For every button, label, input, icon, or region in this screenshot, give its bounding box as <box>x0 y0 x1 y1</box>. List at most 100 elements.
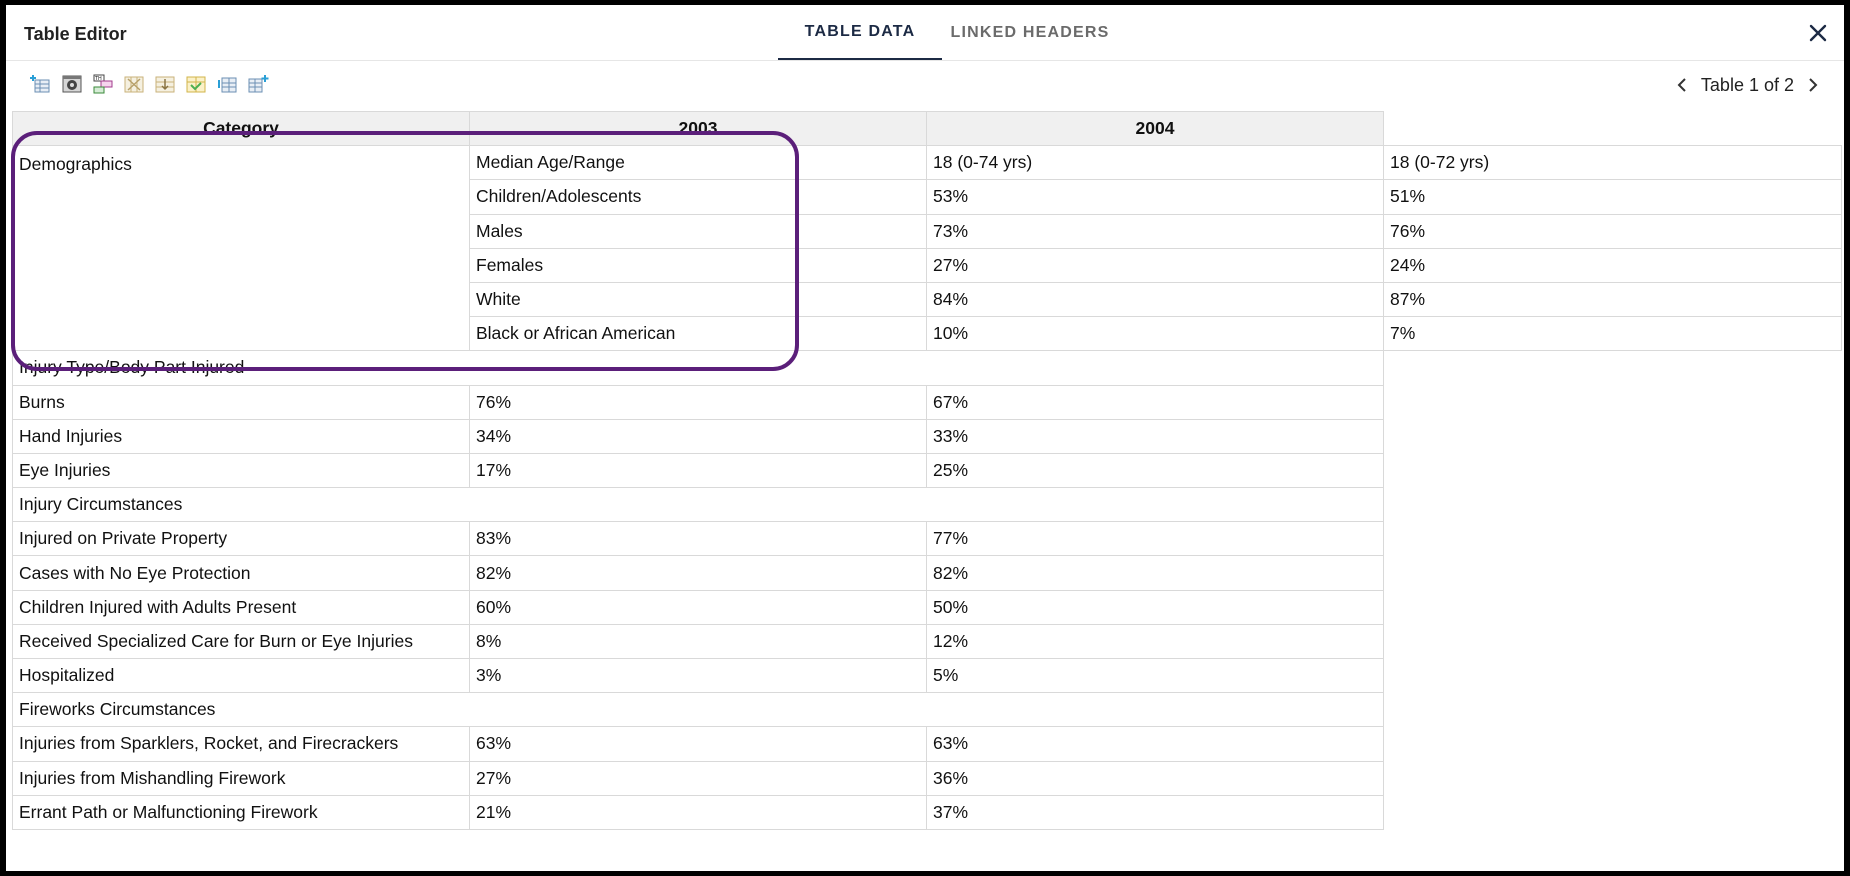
table-row: Injured on Private Property 83% 77% <box>12 521 1842 557</box>
empty-cell <box>1384 624 1842 658</box>
table-pager: Table 1 of 2 <box>1675 72 1820 98</box>
empty-cell <box>1384 488 1842 522</box>
table-row: Children Injured with Adults Present 60%… <box>12 589 1842 625</box>
value-cell[interactable]: 17% <box>469 452 927 489</box>
empty-cell <box>1384 522 1842 556</box>
value-cell[interactable]: 36% <box>926 760 1384 796</box>
empty-cell <box>1384 761 1842 795</box>
delete-column-button[interactable] <box>121 71 147 97</box>
insert-row-above-icon <box>30 75 50 93</box>
insert-row-above-button[interactable] <box>28 71 54 97</box>
dialog-title: Table Editor <box>24 24 127 44</box>
table-row: Hospitalized 3% 5% <box>12 657 1842 694</box>
subcategory-cell[interactable]: Black or African American <box>469 316 927 352</box>
value-cell[interactable]: 50% <box>926 589 1384 625</box>
value-cell[interactable]: 60% <box>469 589 927 625</box>
value-cell[interactable]: 83% <box>469 521 927 557</box>
table-settings-icon <box>62 75 82 93</box>
split-cells-button[interactable] <box>183 71 209 97</box>
value-cell[interactable]: 37% <box>926 794 1384 830</box>
chevron-left-icon <box>1677 78 1686 92</box>
value-cell[interactable]: 82% <box>926 555 1384 591</box>
table-row: Eye Injuries 17% 25% <box>12 452 1842 489</box>
value-cell[interactable]: 18 (0-74 yrs) <box>926 145 1384 181</box>
value-cell[interactable]: 5% <box>926 657 1384 694</box>
row-label-cell[interactable]: Injured on Private Property <box>12 521 470 557</box>
value-cell[interactable]: 33% <box>926 418 1384 454</box>
header-cell-category[interactable]: Category <box>12 110 470 147</box>
merge-rows-icon <box>155 76 175 93</box>
table-settings-button[interactable] <box>59 71 85 97</box>
subcategory-cell[interactable]: Females <box>469 247 927 283</box>
value-cell[interactable]: 7% <box>1383 316 1842 352</box>
value-cell[interactable]: 87% <box>1383 281 1842 318</box>
category-cell[interactable]: Demographics <box>12 145 470 352</box>
value-cell[interactable]: 25% <box>926 452 1384 489</box>
table-row: Females 27% 24% <box>13 247 1842 283</box>
table-row: Cases with No Eye Protection 82% 82% <box>12 555 1842 591</box>
tab-linked-headers[interactable]: LINKED HEADERS <box>950 23 1110 41</box>
value-cell[interactable]: 18 (0-72 yrs) <box>1383 145 1842 181</box>
row-label-cell[interactable]: Hospitalized <box>12 657 470 694</box>
table-row: Hand Injuries 34% 33% <box>12 418 1842 454</box>
value-cell[interactable]: 27% <box>469 760 927 796</box>
add-column-icon <box>248 75 269 93</box>
insert-column-button[interactable] <box>214 71 240 97</box>
row-label-cell[interactable]: Errant Path or Malfunctioning Firework <box>12 794 470 830</box>
table-row: Males 73% 76% <box>13 213 1842 249</box>
value-cell[interactable]: 3% <box>469 657 927 694</box>
value-cell[interactable]: 76% <box>1383 213 1842 249</box>
subcategory-cell[interactable]: Children/Adolescents <box>469 179 927 215</box>
row-label-cell[interactable]: Burns <box>12 384 470 420</box>
empty-cell <box>1384 112 1842 146</box>
header-cell-2004[interactable]: 2004 <box>926 110 1384 147</box>
value-cell[interactable]: 53% <box>926 179 1384 215</box>
subcategory-cell[interactable]: White <box>469 281 927 318</box>
add-column-button[interactable] <box>245 71 271 97</box>
value-cell[interactable]: 10% <box>926 316 1384 352</box>
row-label-cell[interactable]: Children Injured with Adults Present <box>12 589 470 625</box>
close-button[interactable] <box>1806 21 1830 45</box>
value-cell[interactable]: 24% <box>1383 247 1842 283</box>
section-title-cell[interactable]: Injury Circumstances <box>12 487 1384 523</box>
split-cells-icon <box>186 76 206 93</box>
header-cell-2003[interactable]: 2003 <box>469 110 927 147</box>
section-title-cell[interactable]: Fireworks Circumstances <box>12 692 1384 728</box>
row-label-cell[interactable]: Cases with No Eye Protection <box>12 555 470 591</box>
next-table-button[interactable] <box>1806 75 1820 95</box>
subcategory-cell[interactable]: Median Age/Range <box>469 145 927 181</box>
table-row: Errant Path or Malfunctioning Firework 2… <box>12 794 1842 830</box>
row-label-cell[interactable]: Injuries from Mishandling Firework <box>12 760 470 796</box>
section-title-cell[interactable]: Injury Type/Body Part Injured <box>12 350 1384 386</box>
value-cell[interactable]: 8% <box>469 623 927 660</box>
value-cell[interactable]: 27% <box>926 247 1384 283</box>
table-row: Black or African American 10% 7% <box>13 316 1842 352</box>
subcategory-cell[interactable]: Males <box>469 213 927 249</box>
row-label-cell[interactable]: Hand Injuries <box>12 418 470 454</box>
table-header-button[interactable]: TH <box>90 71 116 97</box>
chevron-right-icon <box>1809 78 1818 92</box>
value-cell[interactable]: 63% <box>469 726 927 762</box>
empty-cell <box>1384 727 1842 761</box>
previous-table-button[interactable] <box>1675 75 1689 95</box>
value-cell[interactable]: 12% <box>926 623 1384 660</box>
value-cell[interactable]: 77% <box>926 521 1384 557</box>
row-label-cell[interactable]: Injuries from Sparklers, Rocket, and Fir… <box>12 726 470 762</box>
value-cell[interactable]: 21% <box>469 794 927 830</box>
empty-cell <box>1384 351 1842 385</box>
empty-cell <box>1384 419 1842 453</box>
value-cell[interactable]: 82% <box>469 555 927 591</box>
value-cell[interactable]: 67% <box>926 384 1384 420</box>
value-cell[interactable]: 76% <box>469 384 927 420</box>
value-cell[interactable]: 63% <box>926 726 1384 762</box>
value-cell[interactable]: 73% <box>926 213 1384 249</box>
empty-cell <box>1384 795 1842 829</box>
merge-rows-button[interactable] <box>152 71 178 97</box>
row-label-cell[interactable]: Received Specialized Care for Burn or Ey… <box>12 623 470 660</box>
value-cell[interactable]: 51% <box>1383 179 1842 215</box>
insert-column-icon <box>218 77 237 93</box>
value-cell[interactable]: 34% <box>469 418 927 454</box>
value-cell[interactable]: 84% <box>926 281 1384 318</box>
row-label-cell[interactable]: Eye Injuries <box>12 452 470 489</box>
tab-table-data[interactable]: TABLE DATA <box>778 5 942 60</box>
